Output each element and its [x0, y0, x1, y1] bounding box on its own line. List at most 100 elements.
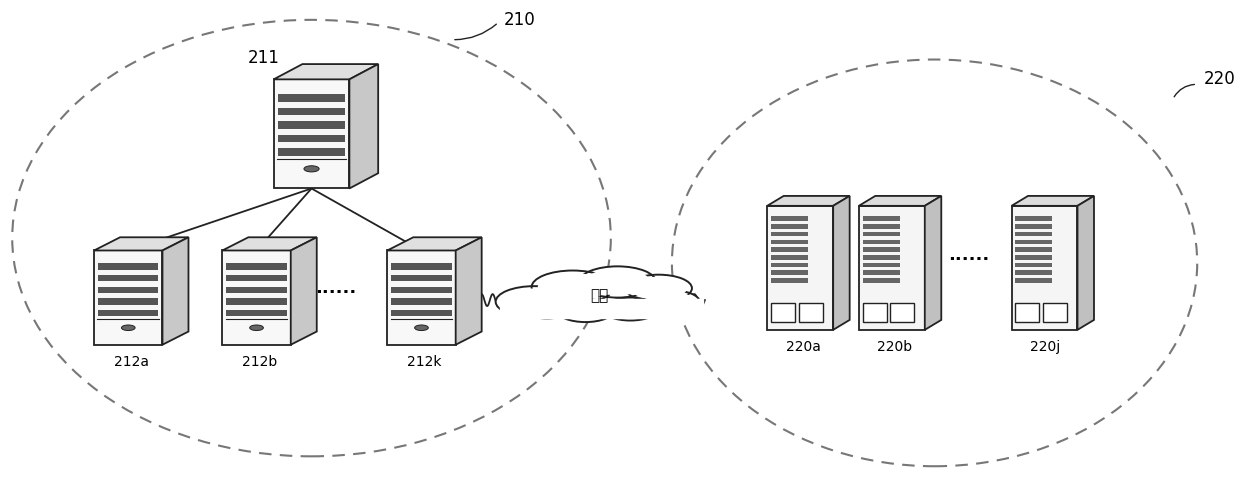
Polygon shape	[1016, 303, 1040, 322]
Polygon shape	[771, 278, 808, 283]
Circle shape	[250, 325, 264, 330]
Text: ......: ......	[948, 247, 990, 264]
Circle shape	[585, 269, 650, 295]
Polygon shape	[833, 196, 850, 330]
Circle shape	[532, 270, 613, 304]
Polygon shape	[862, 216, 900, 221]
Polygon shape	[98, 298, 159, 305]
Text: 网络: 网络	[591, 288, 608, 303]
Circle shape	[502, 289, 567, 315]
Polygon shape	[1016, 216, 1052, 221]
Polygon shape	[862, 255, 900, 259]
Polygon shape	[227, 275, 286, 281]
Text: 220j: 220j	[1030, 340, 1061, 354]
Polygon shape	[862, 240, 900, 244]
Polygon shape	[227, 310, 286, 316]
Text: 212k: 212k	[406, 355, 441, 369]
Polygon shape	[1016, 270, 1052, 275]
Polygon shape	[98, 263, 159, 270]
Polygon shape	[94, 250, 162, 345]
Polygon shape	[862, 303, 887, 322]
Circle shape	[648, 292, 695, 311]
Polygon shape	[859, 196, 942, 206]
Polygon shape	[349, 64, 378, 188]
Polygon shape	[274, 79, 349, 188]
Polygon shape	[771, 263, 808, 267]
Circle shape	[579, 266, 655, 298]
Polygon shape	[767, 196, 850, 206]
Circle shape	[304, 166, 320, 172]
Polygon shape	[279, 121, 344, 128]
Polygon shape	[1043, 303, 1067, 322]
Circle shape	[121, 325, 135, 330]
Text: 212b: 212b	[242, 355, 278, 369]
Circle shape	[558, 299, 613, 322]
Circle shape	[415, 325, 429, 330]
Circle shape	[602, 298, 659, 320]
Polygon shape	[94, 237, 188, 250]
Polygon shape	[291, 237, 317, 345]
Polygon shape	[767, 206, 833, 330]
Polygon shape	[771, 303, 795, 322]
Polygon shape	[392, 310, 451, 316]
Polygon shape	[862, 232, 900, 237]
Polygon shape	[771, 224, 808, 229]
Circle shape	[523, 297, 571, 317]
Polygon shape	[456, 237, 482, 345]
Polygon shape	[771, 255, 808, 259]
Polygon shape	[859, 206, 924, 330]
Polygon shape	[392, 298, 451, 305]
Polygon shape	[279, 135, 344, 142]
Polygon shape	[771, 216, 808, 221]
Polygon shape	[1078, 196, 1094, 330]
Polygon shape	[392, 275, 451, 281]
Polygon shape	[227, 298, 286, 305]
Polygon shape	[279, 108, 344, 115]
Polygon shape	[1016, 224, 1052, 229]
Polygon shape	[862, 263, 900, 267]
Circle shape	[538, 273, 607, 302]
Polygon shape	[388, 250, 456, 345]
Polygon shape	[862, 224, 900, 229]
Polygon shape	[274, 64, 378, 79]
Circle shape	[643, 290, 700, 313]
Polygon shape	[862, 278, 900, 283]
Polygon shape	[222, 237, 317, 250]
Text: 220b: 220b	[877, 340, 912, 354]
Polygon shape	[1016, 263, 1052, 267]
Text: ......: ......	[316, 279, 357, 297]
Polygon shape	[771, 247, 808, 252]
Polygon shape	[1011, 196, 1094, 206]
Polygon shape	[1016, 278, 1052, 283]
Text: 210: 210	[503, 11, 535, 29]
Polygon shape	[227, 263, 286, 270]
Polygon shape	[98, 310, 159, 316]
Polygon shape	[862, 270, 900, 275]
Polygon shape	[1016, 240, 1052, 244]
Circle shape	[631, 277, 686, 300]
Polygon shape	[1016, 247, 1052, 252]
Polygon shape	[392, 263, 451, 270]
Circle shape	[606, 299, 654, 319]
Text: 220: 220	[1203, 70, 1235, 88]
Polygon shape	[98, 275, 159, 281]
Polygon shape	[227, 287, 286, 293]
Circle shape	[561, 301, 610, 320]
Text: 220a: 220a	[786, 340, 820, 354]
Polygon shape	[222, 250, 291, 345]
Polygon shape	[1016, 232, 1052, 237]
Polygon shape	[388, 237, 482, 250]
Polygon shape	[771, 240, 808, 244]
Polygon shape	[279, 148, 344, 156]
Polygon shape	[862, 247, 900, 252]
Polygon shape	[392, 287, 451, 293]
Polygon shape	[799, 303, 823, 322]
Circle shape	[519, 296, 575, 318]
Polygon shape	[279, 94, 344, 102]
Circle shape	[626, 275, 691, 302]
Text: 211: 211	[248, 49, 280, 67]
Polygon shape	[891, 303, 914, 322]
Polygon shape	[98, 287, 159, 293]
Polygon shape	[1016, 255, 1052, 259]
Polygon shape	[162, 237, 188, 345]
